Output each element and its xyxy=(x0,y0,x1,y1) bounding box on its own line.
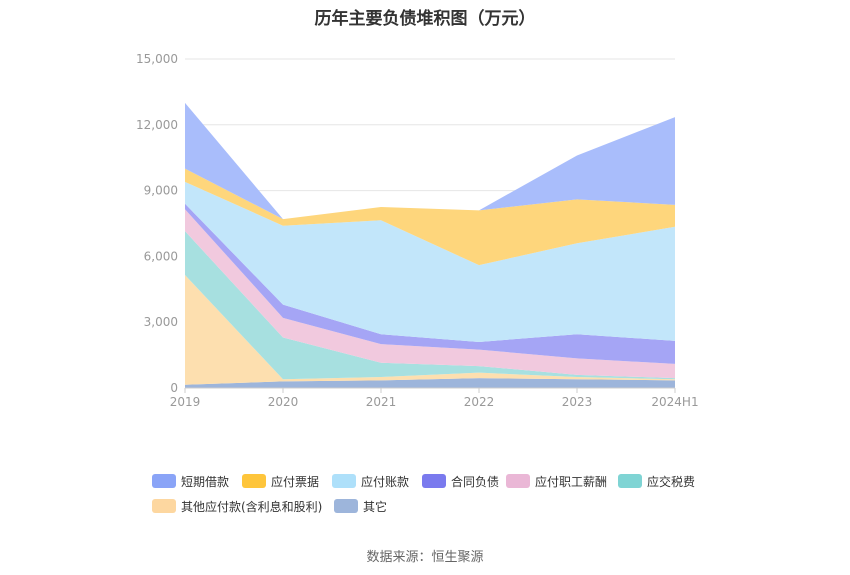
legend-swatch xyxy=(152,499,176,513)
area-series xyxy=(185,181,675,342)
legend-swatch xyxy=(152,474,176,488)
legend-label: 应付职工薪酬 xyxy=(535,474,608,489)
y-tick-label: 0 xyxy=(170,381,178,395)
area-series xyxy=(185,203,675,364)
x-tick-label: 2022 xyxy=(464,395,495,409)
legend-swatch xyxy=(242,474,266,488)
chart-title: 历年主要负债堆积图（万元） xyxy=(314,9,536,29)
legend-swatch xyxy=(334,499,358,513)
legend-label: 其他应付款(含利息和股利) xyxy=(181,499,323,514)
legend-item[interactable]: 应付票据 xyxy=(242,472,319,490)
legend-swatch xyxy=(422,474,446,488)
x-tick-label: 2024H1 xyxy=(651,395,698,409)
x-tick-label: 2023 xyxy=(562,395,593,409)
y-tick-label: 15,000 xyxy=(136,52,178,66)
legend-label: 其它 xyxy=(363,499,388,514)
legend-swatch xyxy=(618,474,642,488)
legend-label: 应付票据 xyxy=(271,474,320,489)
area-series xyxy=(185,168,675,266)
legend-item[interactable]: 应付职工薪酬 xyxy=(506,472,607,490)
y-tick-label: 12,000 xyxy=(136,118,178,132)
legend-item[interactable]: 应付账款 xyxy=(332,472,409,490)
area-series xyxy=(185,378,675,388)
data-source-note: 数据来源：恒生聚源 xyxy=(366,550,484,565)
legend-item[interactable]: 应交税费 xyxy=(618,472,695,490)
y-tick-label: 6,000 xyxy=(144,249,178,263)
legend-item[interactable]: 短期借款 xyxy=(152,472,229,490)
legend-label: 短期借款 xyxy=(181,474,230,489)
legend-item[interactable]: 其它 xyxy=(334,497,387,515)
x-tick-label: 2021 xyxy=(366,395,397,409)
legend-label: 应付账款 xyxy=(361,474,410,489)
area-series xyxy=(185,209,675,379)
stacked-areas xyxy=(185,102,675,388)
axes: 0 3,000 6,000 9,000 12,000 15,000 2019 2020 2021… xyxy=(136,52,699,409)
x-tick-label: 2019 xyxy=(170,395,201,409)
y-tick-label: 9,000 xyxy=(144,184,178,198)
legend-item[interactable]: 合同负债 xyxy=(422,472,499,490)
legend-label: 应交税费 xyxy=(647,474,696,489)
legend-label: 合同负债 xyxy=(451,474,500,489)
area-series xyxy=(185,275,675,385)
legend-swatch xyxy=(506,474,530,488)
legend-swatch xyxy=(332,474,356,488)
area-series xyxy=(185,102,675,220)
y-tick-label: 3,000 xyxy=(144,315,178,329)
x-tick-label: 2020 xyxy=(268,395,299,409)
legend-item[interactable]: 其他应付款(含利息和股利) xyxy=(152,497,322,515)
